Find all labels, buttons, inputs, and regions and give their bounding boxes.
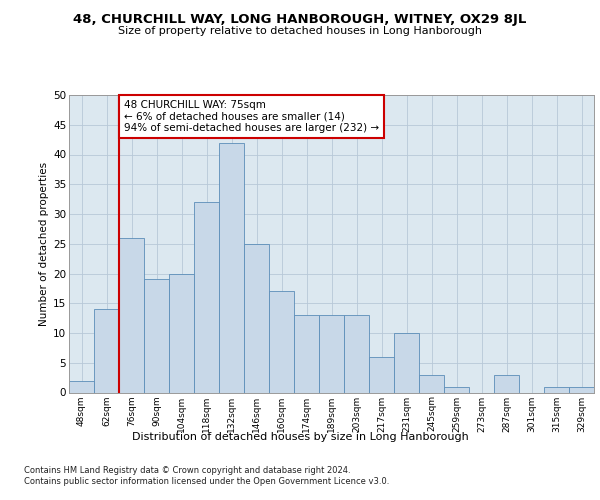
Bar <box>69 380 94 392</box>
Bar <box>244 244 269 392</box>
Bar <box>294 315 319 392</box>
Text: Distribution of detached houses by size in Long Hanborough: Distribution of detached houses by size … <box>131 432 469 442</box>
Bar <box>569 386 594 392</box>
Text: 48 CHURCHILL WAY: 75sqm
← 6% of detached houses are smaller (14)
94% of semi-det: 48 CHURCHILL WAY: 75sqm ← 6% of detached… <box>124 100 379 133</box>
Text: 48, CHURCHILL WAY, LONG HANBOROUGH, WITNEY, OX29 8JL: 48, CHURCHILL WAY, LONG HANBOROUGH, WITN… <box>73 12 527 26</box>
Bar <box>444 386 469 392</box>
Bar <box>544 386 569 392</box>
Bar <box>144 280 169 392</box>
Bar <box>219 142 244 392</box>
Bar <box>169 274 194 392</box>
Bar <box>494 374 519 392</box>
Bar <box>344 315 369 392</box>
Bar <box>419 374 444 392</box>
Bar <box>269 292 294 392</box>
Text: Size of property relative to detached houses in Long Hanborough: Size of property relative to detached ho… <box>118 26 482 36</box>
Bar <box>94 309 119 392</box>
Bar <box>119 238 144 392</box>
Text: Contains HM Land Registry data © Crown copyright and database right 2024.: Contains HM Land Registry data © Crown c… <box>24 466 350 475</box>
Bar <box>394 333 419 392</box>
Y-axis label: Number of detached properties: Number of detached properties <box>39 162 49 326</box>
Bar <box>194 202 219 392</box>
Bar <box>319 315 344 392</box>
Text: Contains public sector information licensed under the Open Government Licence v3: Contains public sector information licen… <box>24 478 389 486</box>
Bar <box>369 357 394 392</box>
